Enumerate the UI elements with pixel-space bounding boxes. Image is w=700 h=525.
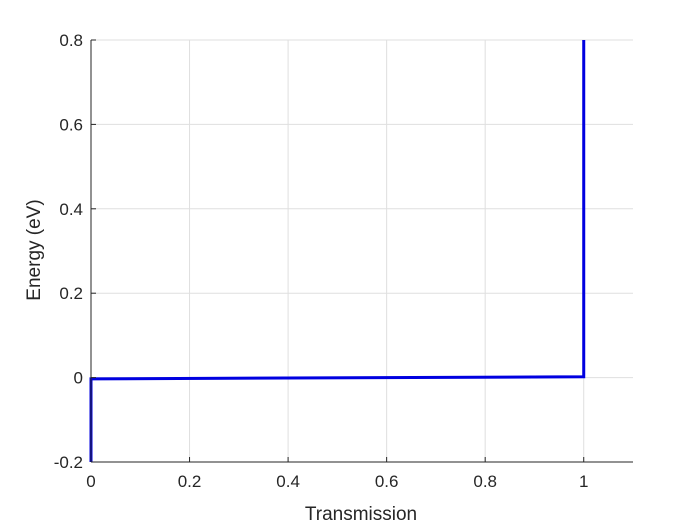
y-axis-label: Energy (eV) (24, 199, 45, 300)
y-tick-label: 0.2 (59, 284, 83, 303)
y-tick-labels: -0.2 0 0.2 0.4 0.6 0.8 (54, 31, 83, 472)
y-tick-label: 0.6 (59, 115, 83, 134)
x-axis-label: Transmission (305, 504, 417, 525)
axes (90, 39, 633, 463)
y-tick-label: 0.8 (59, 31, 83, 50)
x-tick-label: 0.2 (178, 472, 202, 491)
series-line (89, 40, 586, 462)
x-tick-label: 0.8 (473, 472, 497, 491)
y-tick-label: 0.4 (59, 200, 83, 219)
x-tick-label: 1 (579, 472, 588, 491)
x-tick-labels: 0 0.2 0.4 0.6 0.8 1 (86, 472, 588, 491)
series-layer (89, 40, 586, 462)
y-tick-label: 0 (74, 369, 83, 388)
x-tick-label: 0 (86, 472, 95, 491)
x-tick-label: 0.6 (375, 472, 399, 491)
x-tick-label: 0.4 (276, 472, 300, 491)
grid-lines (90, 39, 633, 463)
y-tick-label: -0.2 (54, 453, 83, 472)
